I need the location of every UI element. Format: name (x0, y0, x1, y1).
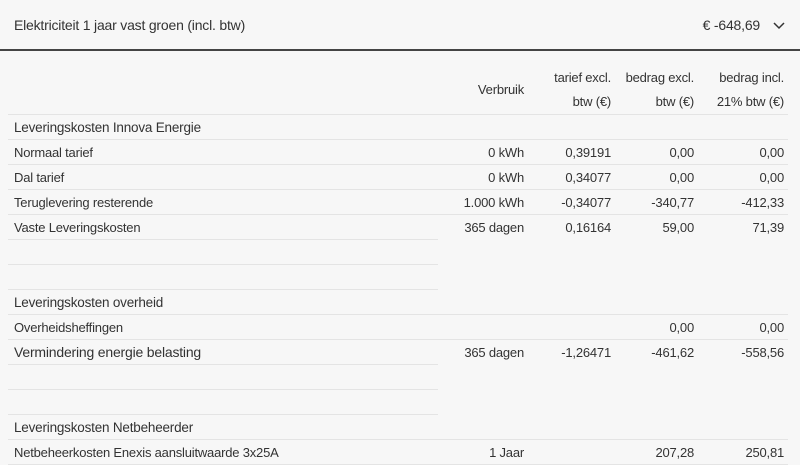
tarief-cell (528, 314, 615, 340)
spacer-row (8, 389, 788, 415)
bedrag-excl-cell: -340,77 (615, 189, 698, 215)
bedrag-incl-cell (698, 414, 788, 440)
bedrag-excl-cell: -461,62 (651, 344, 694, 360)
verbruik-cell: 365 dagen (464, 219, 524, 235)
row-label: Leveringskosten Innova Energie (8, 114, 438, 140)
tarief-cell (528, 365, 615, 390)
row-label: Normaal tarief (8, 139, 438, 165)
bedrag-excl-cell: 207,28 (615, 439, 698, 465)
bedrag-incl-cell: 250,81 (698, 439, 788, 465)
row-label: Teruglevering resterende (8, 189, 438, 215)
bedrag-incl-cell (698, 240, 788, 265)
table-row: Overheidsheffingen 0,00 0,00 (8, 314, 788, 340)
row-label: Vaste Leveringskosten (8, 214, 438, 240)
bedrag-excl-cell: 0,00 (615, 314, 698, 340)
row-label: Overheidsheffingen (8, 314, 438, 340)
bedrag-incl-cell: 0,00 (698, 314, 788, 340)
bedrag-incl-cell: 71,39 (752, 219, 784, 235)
tarief-cell (528, 439, 615, 465)
bedrag-incl-cell: 0,00 (698, 164, 788, 190)
verbruik-cell: 0 kWh (438, 139, 528, 165)
row-label: Netbeheerkosten Enexis aansluitwaarde 3x… (8, 439, 438, 465)
section-header-row: Leveringskosten overheid (8, 289, 788, 315)
verbruik-cell (438, 414, 528, 440)
bedrag-excl-cell (615, 390, 698, 415)
chevron-down-icon[interactable] (772, 18, 786, 32)
verbruik-cell: 1 Jaar (438, 439, 528, 465)
bedrag-excl-cell (615, 240, 698, 265)
section-header-row: Leveringskosten Netbeheerder (8, 414, 788, 440)
tarief-cell: -0,34077 (528, 189, 615, 215)
column-header-bedrag-incl: bedrag incl. 21% btw (€) (698, 66, 788, 115)
bedrag-excl-cell (615, 114, 698, 140)
tarief-cell (528, 289, 615, 315)
cost-table: Verbruik tarief excl. btw (€) bedrag excl… (8, 66, 788, 465)
tarief-cell (528, 240, 615, 265)
bedrag-incl-cell (698, 114, 788, 140)
bedrag-incl-cell: -558,56 (741, 344, 784, 360)
tarief-cell: -1,26471 (561, 344, 611, 360)
bedrag-excl-cell: 59,00 (662, 219, 694, 235)
row-label: Vermindering energie belasting (8, 339, 438, 365)
bedrag-incl-cell (698, 289, 788, 315)
tarief-cell: 0,39191 (528, 139, 615, 165)
bedrag-incl-cell (698, 390, 788, 415)
tarief-cell (528, 390, 615, 415)
table-row: Vaste Leveringskosten 365 dagen 0,16164 59,… (8, 214, 788, 240)
verbruik-cell (438, 265, 528, 290)
column-header-label (8, 66, 438, 115)
accordion-header[interactable]: Elektriciteit 1 jaar vast groen (incl. b… (0, 0, 800, 51)
row-label (8, 239, 438, 265)
row-label (8, 264, 438, 290)
verbruik-cell (438, 390, 528, 415)
table-row: Teruglevering resterende 1.000 kWh -0,3407… (8, 189, 788, 215)
bedrag-incl-cell (698, 265, 788, 290)
tarief-cell (528, 414, 615, 440)
column-header-verbruik: Verbruik (438, 66, 528, 115)
verbruik-cell (438, 114, 528, 140)
verbruik-cell (438, 240, 528, 265)
verbruik-cell (438, 289, 528, 315)
bedrag-excl-cell (615, 414, 698, 440)
section-header-row: Leveringskosten Innova Energie (8, 114, 788, 140)
verbruik-cell (438, 314, 528, 340)
tarief-cell (528, 114, 615, 140)
column-header-tarief: tarief excl. btw (€) (528, 66, 615, 115)
row-label: Dal tarief (8, 164, 438, 190)
tarief-cell: 0,34077 (528, 164, 615, 190)
table-row: Netbeheerkosten Enexis aansluitwaarde 3x… (8, 439, 788, 465)
spacer-row (8, 364, 788, 390)
column-header-bedrag-excl: bedrag excl. btw (€) (615, 66, 698, 115)
verbruik-cell (438, 365, 528, 390)
spacer-row (8, 239, 788, 265)
table-header-row: Verbruik tarief excl. btw (€) bedrag excl… (8, 66, 788, 115)
bedrag-excl-cell: 0,00 (615, 139, 698, 165)
row-label (8, 364, 438, 390)
spacer-row (8, 264, 788, 290)
tarief-cell: 0,16164 (565, 219, 611, 235)
verbruik-cell: 365 dagen (464, 344, 524, 360)
bedrag-incl-cell: -412,33 (698, 189, 788, 215)
verbruik-cell: 1.000 kWh (438, 189, 528, 215)
total-amount: € -648,69 (702, 16, 761, 33)
table-row: Vermindering energie belasting 365 dagen -… (8, 339, 788, 365)
bedrag-excl-cell: 0,00 (615, 164, 698, 190)
product-title: Elektriciteit 1 jaar vast groen (incl. b… (14, 16, 246, 33)
table-row: Dal tarief 0 kWh 0,34077 0,00 0,00 (8, 164, 788, 190)
table-row: Normaal tarief 0 kWh 0,39191 0,00 0,00 (8, 139, 788, 165)
row-label (8, 389, 438, 415)
bedrag-incl-cell: 0,00 (698, 139, 788, 165)
bedrag-excl-cell (615, 265, 698, 290)
verbruik-cell: 0 kWh (438, 164, 528, 190)
bedrag-incl-cell (698, 365, 788, 390)
bedrag-excl-cell (615, 289, 698, 315)
tarief-cell (528, 265, 615, 290)
bedrag-excl-cell (615, 365, 698, 390)
row-label: Leveringskosten overheid (8, 289, 438, 315)
row-label: Leveringskosten Netbeheerder (8, 414, 438, 440)
